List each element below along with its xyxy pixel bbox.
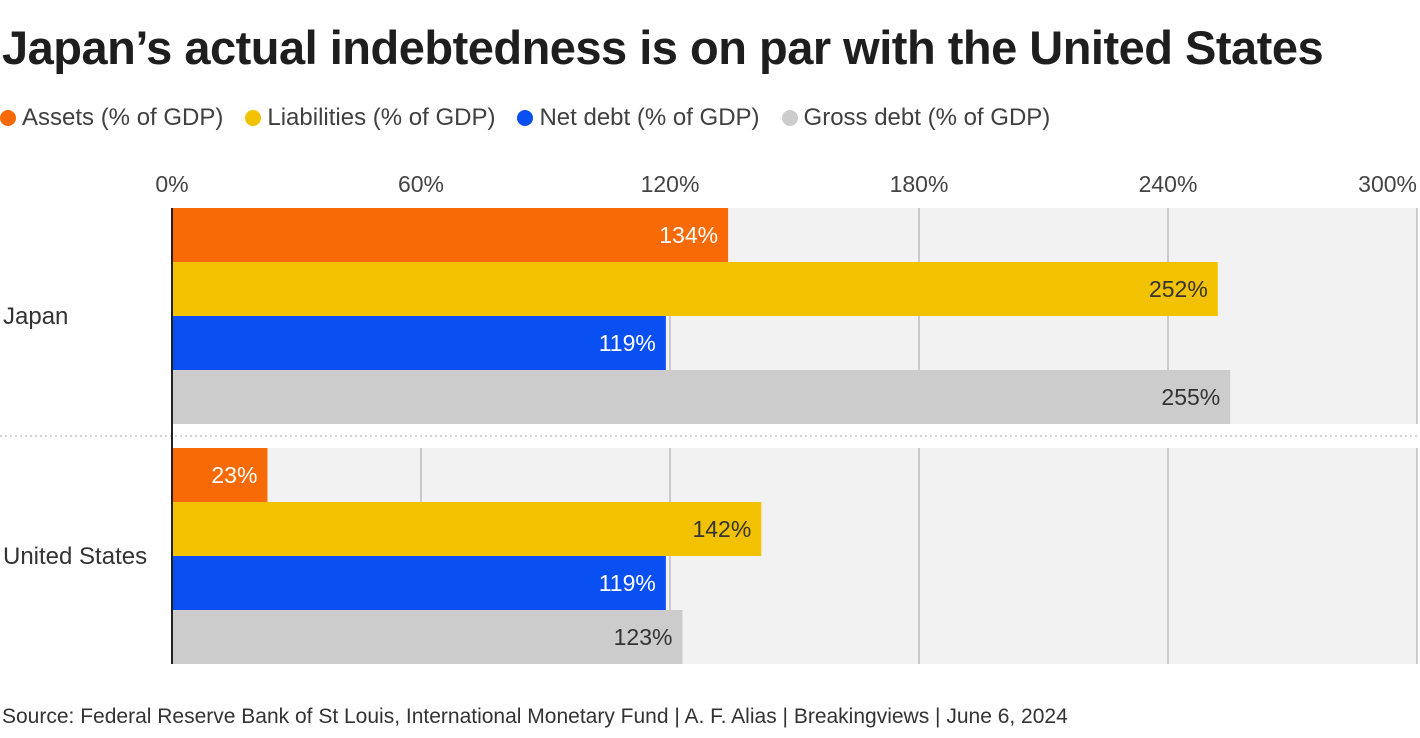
bar-value-label: 255%: [1161, 384, 1220, 410]
bar-chart: 0% 60% 120% 180% 240% 300% 134% 252% 119% 255% Jap…: [0, 171, 1420, 664]
bar-value-label: 134%: [659, 222, 718, 248]
bar-value-label: 119%: [599, 330, 656, 356]
legend-label-gross-debt: Gross debt (% of GDP): [803, 104, 1051, 131]
bar: [172, 370, 1231, 424]
orange-dot-icon: [0, 110, 16, 126]
legend-item-gross-debt: Gross debt (% of GDP): [781, 104, 1051, 132]
bar-value-label: 142%: [692, 516, 751, 542]
legend-label-assets: Assets (% of GDP): [22, 104, 224, 131]
legend-label-liabilities: Liabilities (% of GDP): [267, 104, 496, 131]
bar: [172, 502, 762, 556]
legend-label-net-debt: Net debt (% of GDP): [539, 104, 760, 131]
x-tick-label: 240%: [1139, 171, 1198, 197]
x-tick-label: 300%: [1358, 171, 1417, 197]
legend-item-assets: Assets (% of GDP): [0, 104, 223, 132]
bar: [172, 448, 268, 502]
legend-item-liabilities: Liabilities (% of GDP): [245, 104, 495, 132]
bar: [172, 208, 729, 262]
bar-value-label: 252%: [1149, 276, 1208, 302]
bar: [172, 610, 683, 664]
chart-legend: Assets (% of GDP) Liabilities (% of GDP)…: [0, 104, 1050, 132]
x-tick-label: 180%: [890, 171, 949, 197]
chart-title: Japan’s actual indebtedness is on par wi…: [2, 21, 1324, 74]
bar: [172, 262, 1218, 316]
category-label: United States: [3, 543, 147, 570]
bar-value-label: 123%: [614, 624, 673, 650]
x-tick-label: 120%: [641, 171, 700, 197]
source-note: Source: Federal Reserve Bank of St Louis…: [2, 705, 1068, 728]
x-tick-label: 0%: [155, 171, 188, 197]
yellow-dot-icon: [245, 110, 262, 126]
bar-value-label: 119%: [599, 570, 656, 596]
gray-dot-icon: [781, 110, 798, 126]
blue-dot-icon: [517, 110, 534, 126]
legend-item-net-debt: Net debt (% of GDP): [517, 104, 760, 132]
category-label: Japan: [3, 303, 68, 330]
x-tick-label: 60%: [398, 171, 444, 197]
bar-value-label: 23%: [211, 462, 257, 488]
bar: [172, 556, 666, 610]
bar: [172, 316, 666, 370]
